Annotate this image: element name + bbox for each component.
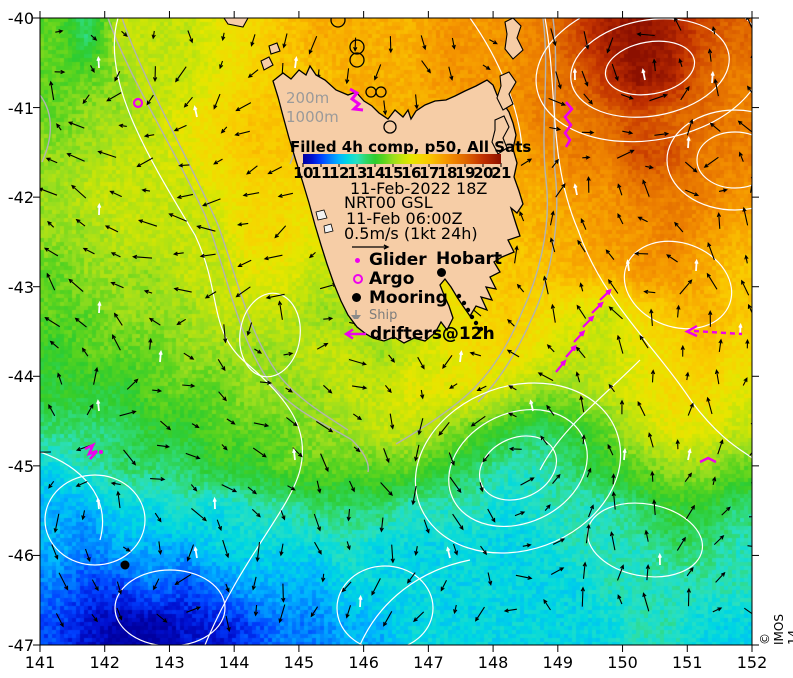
legend-item-argo: Argo [369, 269, 415, 289]
legend-item-mooring: Mooring [369, 288, 448, 308]
city-label-hobart: Hobart [436, 249, 503, 269]
island-coastline [223, 18, 249, 28]
current-vectors-white [96, 55, 743, 608]
x-tick-label: 147 [413, 653, 444, 672]
colorbar-tick-label: 10 [293, 164, 313, 182]
y-tick-label: -43 [7, 277, 34, 297]
x-tick-label: 148 [477, 653, 509, 672]
current-vectors [40, 18, 752, 633]
x-tick-label: 151 [671, 653, 703, 672]
legend-item-glider: Glider [369, 250, 427, 270]
x-tick-label: 141 [24, 653, 56, 672]
colorbar [303, 154, 501, 164]
island-coastline [260, 56, 274, 71]
vector-scale-label: 0.5m/s (1kt 24h) [344, 224, 478, 243]
y-tick-label: -47 [7, 636, 34, 655]
colorbar-tick-label: 15 [383, 164, 403, 182]
legend-item-ship: Ship [369, 308, 398, 323]
colorbar-tick-label: 12 [329, 164, 349, 182]
mooring-legend-icon [352, 293, 361, 302]
colorbar-tick-label: 20 [473, 164, 493, 182]
depth-contour-label-200m: 200m [286, 89, 330, 107]
x-tick-label: 144 [218, 653, 250, 672]
glider-legend-icon [355, 258, 360, 263]
colorbar-title: Filled 4h comp, p50, All Sats [290, 138, 532, 156]
y-tick-label: -44 [7, 367, 34, 387]
depth-contour-label-1000m: 1000m [286, 108, 339, 126]
model-name: NRT00 GSL [344, 193, 433, 212]
bathymetry-contours [40, 18, 558, 473]
colorbar-tick-label: 16 [401, 164, 421, 182]
colorbar-tick-label: 17 [419, 164, 439, 182]
colorbar-tick-label: 21 [491, 164, 511, 182]
tasmania-coastline [272, 64, 524, 344]
x-tick-label: 150 [607, 653, 638, 672]
x-tick-label: 145 [283, 653, 315, 672]
x-tick-label: 146 [348, 653, 379, 672]
land-tasmania [223, 18, 524, 344]
model-datetime: 11-Feb 06:00Z [346, 209, 463, 228]
colorbar-tick-label: 18 [437, 164, 457, 182]
y-tick-label: -46 [7, 546, 34, 566]
axes-frame [33, 11, 759, 652]
x-tick-label: 152 [736, 653, 768, 672]
y-tick-label: -41 [7, 98, 34, 118]
legend-item-drifters: drifters@12h [370, 324, 495, 344]
island-coastline [491, 115, 510, 155]
island-coastline [496, 71, 517, 111]
colorbar-tick-label: 19 [455, 164, 475, 182]
composite-datetime: 11-Feb-2022 18Z [350, 179, 488, 198]
y-tick-label: -40 [7, 9, 34, 28]
credit-attribution: © IMOS 14-Feb-2022 17:39 Hobart [758, 614, 793, 645]
drifter-tracks [555, 288, 612, 373]
y-tick-label: -42 [7, 188, 34, 208]
hobart-city-dot [437, 268, 446, 277]
ship-legend-icon [351, 310, 361, 319]
y-tick-label: -45 [7, 456, 34, 476]
colorbar-tick-label: 13 [347, 164, 367, 182]
island-coastline [504, 18, 524, 60]
colorbar-tick-label: 11 [311, 164, 331, 182]
island-coastline [268, 42, 281, 55]
colorbar-tick-label: 14 [365, 164, 385, 182]
x-tick-label: 142 [89, 653, 120, 672]
ssh-contours [40, 18, 752, 645]
drifter-legend-icon [343, 328, 366, 340]
x-tick-label: 149 [542, 653, 574, 672]
x-tick-label: 143 [154, 653, 185, 672]
observation-markers [84, 18, 743, 570]
argo-legend-icon [353, 274, 363, 284]
